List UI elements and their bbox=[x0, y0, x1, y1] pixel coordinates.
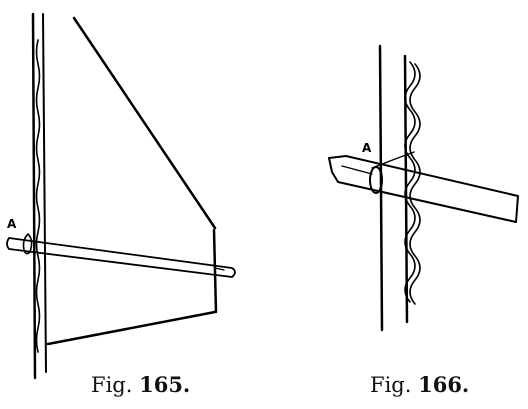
fig-165-needle bbox=[6, 237, 236, 278]
fig-166-needle-slot bbox=[341, 165, 373, 175]
fig-165-caption-prefix: Fig. bbox=[91, 373, 133, 397]
fig-165-bottom-edge bbox=[46, 310, 217, 346]
fig-165-wavy-strand bbox=[35, 39, 41, 353]
fig-165-loop bbox=[22, 233, 33, 255]
fig-166-caption: Fig. 166. bbox=[370, 372, 469, 397]
fig-165-needle-eye bbox=[214, 267, 225, 271]
fig-165-caption: Fig. 165. bbox=[91, 372, 190, 397]
fig-165-drawing: A bbox=[6, 12, 236, 380]
fig-165-post-left-edge bbox=[31, 12, 37, 380]
fig-166-loop-thread bbox=[371, 151, 415, 169]
fig-165-diagonal-rod bbox=[72, 16, 217, 230]
fig-165-right-edge bbox=[212, 228, 218, 314]
fig-165-point-label: A bbox=[7, 217, 17, 231]
fig-165-caption-number: 165. bbox=[139, 372, 191, 397]
fig-166-point-label: A bbox=[362, 141, 372, 155]
fig-165-post-right-edge bbox=[42, 13, 47, 373]
fig-166-wavy-strand-2 bbox=[409, 63, 421, 305]
fig-166-wavy-strand bbox=[404, 61, 416, 303]
fig-166-caption-number: 166. bbox=[418, 372, 470, 397]
fig-166-drawing: A bbox=[328, 44, 519, 332]
fig-166-caption-prefix: Fig. bbox=[370, 373, 412, 397]
fig-166-needle bbox=[328, 155, 519, 223]
